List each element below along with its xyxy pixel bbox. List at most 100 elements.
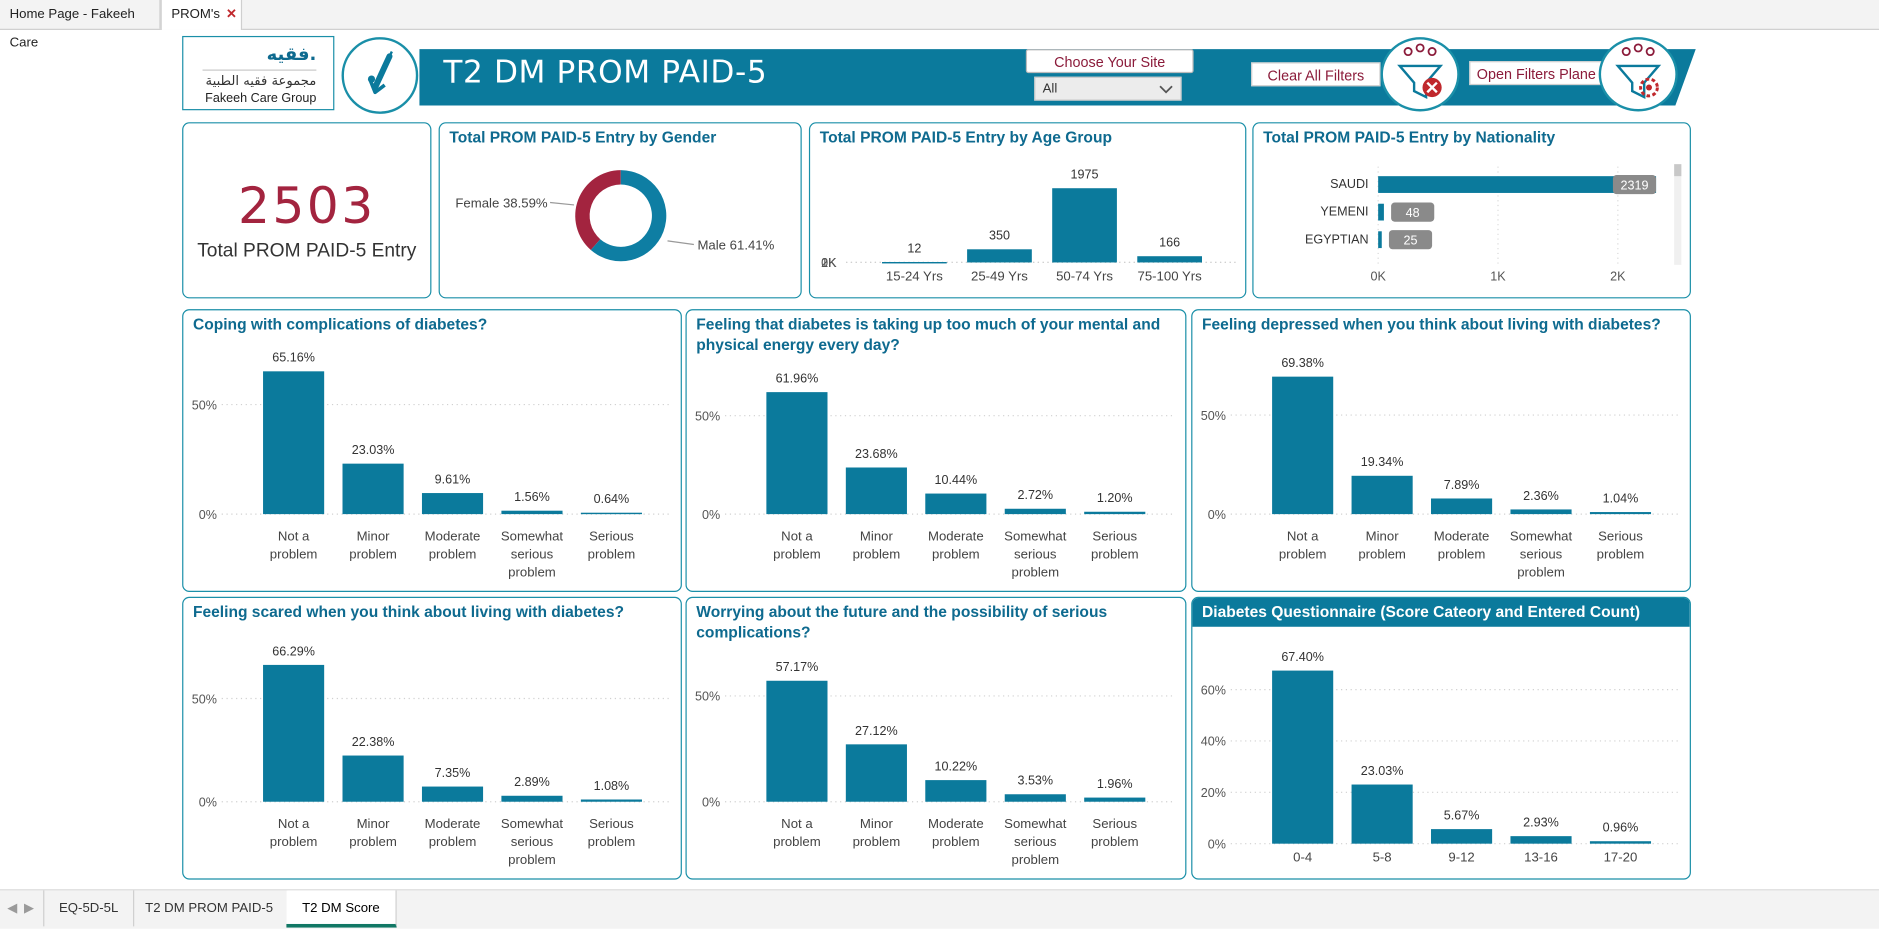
data-label: 67.40% xyxy=(1281,650,1324,664)
header-title: T2 DM PROM PAID-5 xyxy=(443,55,768,92)
category-label: 25-49 Yrs xyxy=(971,268,1028,283)
nationality-scrollbar[interactable] xyxy=(1674,164,1682,265)
category-label: Moderate xyxy=(928,528,984,543)
category-label: problem xyxy=(853,546,901,561)
category-label: serious xyxy=(511,834,554,849)
worry-chart-title: Worrying about the future and the possib… xyxy=(696,602,1108,642)
clear-filters-icon[interactable] xyxy=(1380,37,1460,112)
x-tick-label: 0K xyxy=(1370,269,1386,283)
open-filters-label: Open Filters Plane xyxy=(1476,65,1596,83)
bar xyxy=(1431,498,1493,515)
tab-home-page-label: Home Page - Fakeeh Care xyxy=(9,7,135,51)
filter-clear-icon xyxy=(1397,43,1444,100)
bar xyxy=(1510,836,1572,844)
kpi-value: 2503 xyxy=(237,176,376,235)
x-tick-label: 1K xyxy=(1490,269,1506,283)
nationality-chart-card: Total PROM PAID-5 Entry by Nationality 0… xyxy=(1252,122,1691,299)
tab-home-page[interactable]: Home Page - Fakeeh Care xyxy=(0,0,161,50)
category-label: problem xyxy=(1358,546,1406,561)
leader-line xyxy=(667,240,694,246)
data-label: 7.35% xyxy=(435,766,471,780)
category-label: serious xyxy=(511,546,554,561)
category-label: Moderate xyxy=(425,816,481,831)
category-label: problem xyxy=(1012,852,1060,867)
logo-arabic-brand: فقيه. xyxy=(266,43,317,65)
category-label: EGYPTIAN xyxy=(1305,232,1369,246)
data-label: 57.17% xyxy=(776,660,819,674)
category-label: serious xyxy=(1014,834,1057,849)
y-tick-label: 50% xyxy=(695,690,720,704)
category-label: problem xyxy=(349,546,397,561)
bar xyxy=(1431,829,1493,844)
category-label: Minor xyxy=(357,816,391,831)
depressed-chart-card: Feeling depressed when you think about l… xyxy=(1191,309,1691,593)
tab-proms[interactable]: PROM's ✕ xyxy=(160,0,243,30)
filter-settings-icon xyxy=(1615,43,1662,100)
worry-bar-chart: 0% 50% 57.17% Not a problem 27.12% Minor proble… xyxy=(695,660,1176,867)
data-label: 1.56% xyxy=(514,490,550,504)
close-tab-icon[interactable]: ✕ xyxy=(226,7,238,22)
tab-t2-dm-score[interactable]: T2 DM Score xyxy=(286,890,397,928)
data-label: 65.16% xyxy=(272,351,315,365)
tab-eq-5d-5l[interactable]: EQ-5D-5L xyxy=(43,890,135,927)
tab-t2-dm-prom-paid-5[interactable]: T2 DM PROM PAID-5 xyxy=(132,890,288,927)
bar xyxy=(845,744,907,802)
donut-slice xyxy=(590,170,667,262)
bar xyxy=(263,371,325,515)
age-chart-title: Total PROM PAID-5 Entry by Age Group xyxy=(819,128,1112,147)
bar xyxy=(263,664,325,802)
site-dropdown[interactable]: All xyxy=(1034,76,1182,101)
bar xyxy=(766,392,828,515)
data-label: 27.12% xyxy=(855,724,898,738)
data-label: 10.22% xyxy=(935,760,978,774)
clear-filters-button[interactable]: Clear All Filters xyxy=(1251,62,1381,87)
y-tick-label: 1K xyxy=(821,256,837,270)
open-filters-icon[interactable] xyxy=(1598,37,1678,112)
category-label: Minor xyxy=(1366,528,1400,543)
open-filters-button[interactable]: Open Filters Plane xyxy=(1469,61,1604,86)
category-label: 5-8 xyxy=(1373,850,1392,865)
data-label: 1.04% xyxy=(1603,491,1639,505)
nationality-scroll-thumb[interactable] xyxy=(1674,164,1682,177)
logo-arabic-group: مجموعة فقيه الطبية xyxy=(205,73,317,89)
gender-donut-chart: Female 38.59% Male 61.41% xyxy=(455,170,775,262)
bar xyxy=(1510,509,1572,515)
data-label: 22.38% xyxy=(352,735,395,749)
category-label: Somewhat xyxy=(1004,528,1067,543)
category-label: Somewhat xyxy=(501,816,564,831)
category-label: problem xyxy=(508,852,556,867)
energy-bar-chart: 0% 50% 61.96% Not a problem 23.68% Minor proble… xyxy=(695,372,1176,579)
bar xyxy=(1378,176,1657,193)
category-label: Not a xyxy=(1287,528,1319,543)
page-tab-bar: ◀ ▶ EQ-5D-5L T2 DM PROM PAID-5 T2 DM Sco… xyxy=(0,889,1879,929)
bar xyxy=(882,261,947,264)
bar xyxy=(1378,231,1382,249)
y-tick-label: 0% xyxy=(1208,837,1226,851)
bar xyxy=(766,680,828,802)
data-label: 2.36% xyxy=(1523,489,1559,503)
category-label: Serious xyxy=(589,816,634,831)
bar xyxy=(1589,841,1652,844)
bar xyxy=(421,786,484,802)
bar xyxy=(1137,256,1202,263)
logo-english: Fakeeh Care Group xyxy=(205,91,317,106)
category-label: problem xyxy=(349,834,397,849)
category-label: problem xyxy=(932,834,980,849)
bar xyxy=(1052,188,1117,263)
bar xyxy=(580,512,642,515)
category-label: problem xyxy=(508,564,556,579)
bar xyxy=(580,799,642,802)
y-tick-label: 50% xyxy=(192,398,217,412)
score-chart-card: Diabetes Questionnaire (Score Cateory an… xyxy=(1191,596,1691,880)
data-label: 10.44% xyxy=(935,473,978,487)
bar xyxy=(967,249,1032,263)
category-label: problem xyxy=(1517,564,1565,579)
category-label: Not a xyxy=(781,816,813,831)
male-label: Male 61.41% xyxy=(697,237,774,252)
tab-proms-label: PROM's xyxy=(171,7,221,22)
tab-scroll-right-icon[interactable]: ▶ xyxy=(23,901,35,916)
y-tick-label: 40% xyxy=(1201,735,1226,749)
tab-scroll-left-icon[interactable]: ◀ xyxy=(7,901,18,916)
category-label: serious xyxy=(1520,546,1563,561)
